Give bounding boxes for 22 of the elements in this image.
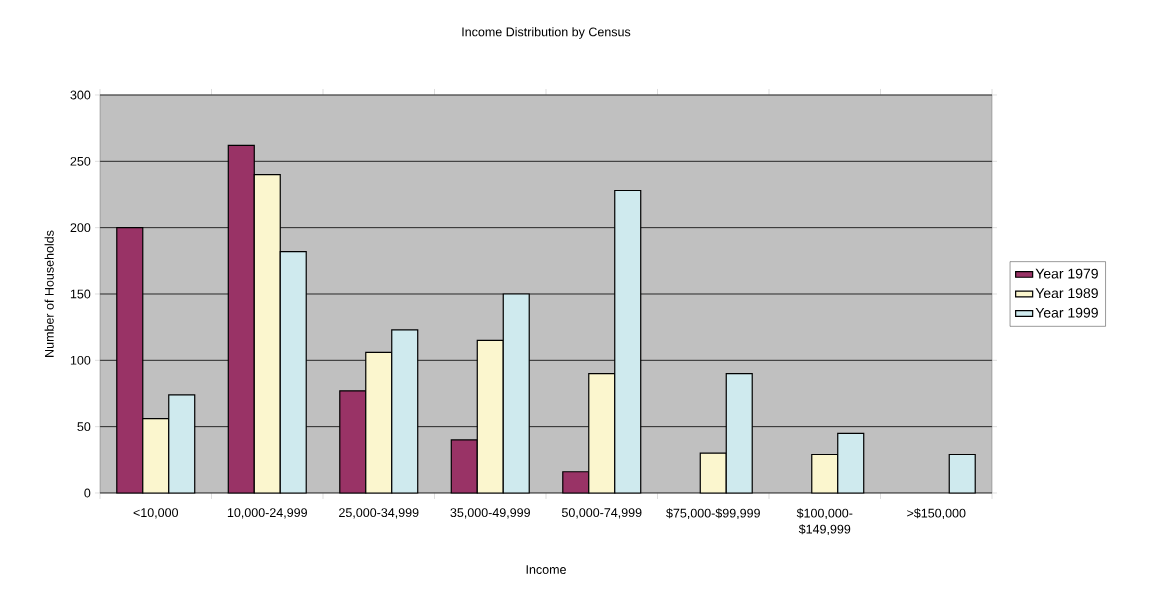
bar: [948, 453, 976, 494]
y-tick-label: 50: [77, 422, 91, 432]
legend-label: Year 1999: [1035, 307, 1098, 318]
y-tick-label: 100: [70, 355, 91, 365]
y-tick-label: 250: [70, 156, 91, 166]
x-tick-label: >$150,000: [907, 508, 966, 520]
x-tick-label: <10,000: [133, 508, 179, 519]
legend-label: Year 1989: [1035, 288, 1098, 299]
x-tick-label: 35,000-49,999: [450, 508, 530, 519]
x-axis-title: Income: [526, 565, 566, 574]
y-tick-label: 150: [70, 289, 91, 299]
x-tick-label: 10,000-24,999: [227, 508, 307, 519]
y-tick-label: 200: [70, 223, 91, 233]
y-tick-label: 300: [70, 90, 91, 100]
y-axis-title: Number of Households: [44, 230, 54, 357]
x-tick-label: 50,000-74,999: [561, 508, 642, 519]
y-tick-label: 0: [84, 488, 91, 498]
x-tick-label: $75,000-$99,999: [666, 508, 760, 520]
x-tick-label: $100,000-$149,999: [796, 508, 853, 536]
chart-title: Income Distribution by Census: [462, 27, 631, 39]
x-tick-label: 25,000-34,999: [339, 508, 419, 519]
legend-label: Year 1979: [1035, 268, 1098, 279]
